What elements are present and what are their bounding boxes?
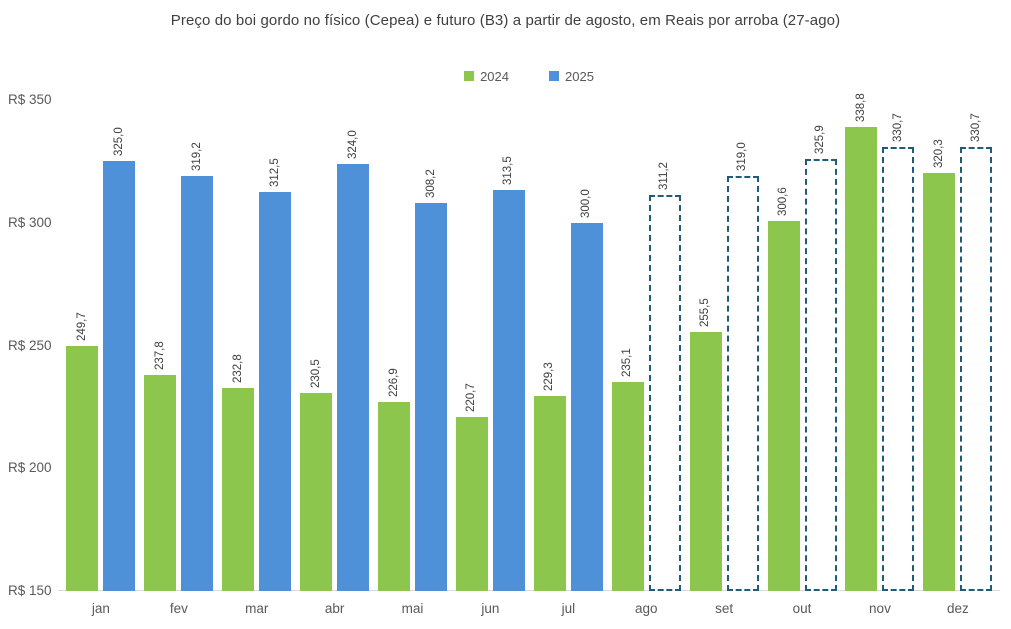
bar-value-label-2024-nov: 338,8 (854, 93, 867, 123)
y-tick-250: R$ 250 (8, 337, 52, 353)
y-tick-200: R$ 200 (8, 460, 52, 476)
bar-2024-mar (222, 387, 255, 591)
legend-label-2025: 2025 (565, 68, 594, 84)
legend-swatch-2024 (464, 71, 475, 81)
legend-item-2024: 2024 (464, 69, 509, 84)
bar-2024-out (767, 221, 800, 591)
bar-2025-mar (259, 192, 292, 591)
legend-label-2024: 2024 (480, 68, 509, 84)
bar-value-label-2024-dez: 320,3 (932, 139, 945, 168)
x-tick-set: set (715, 601, 734, 616)
bar-2025-nov-forecast (882, 147, 915, 591)
bar-2024-nov (845, 127, 878, 591)
chart-legend: 2024 2025 (62, 68, 996, 84)
bar-2025-dez-forecast (960, 147, 993, 591)
bar-2025-jul (570, 222, 603, 591)
bar-value-label-2024-mar: 232,8 (231, 353, 244, 383)
bar-value-label-2024-abr: 230,5 (309, 359, 322, 389)
chart-title: Preço do boi gordo no físico (Cepea) e f… (170, 12, 841, 29)
x-tick-dez: dez (946, 601, 969, 616)
x-tick-abr: abr (324, 601, 345, 616)
bar-2024-dez (923, 172, 956, 591)
bar-2024-set (689, 331, 722, 591)
bar-2024-jul (533, 396, 566, 591)
bar-2025-set-forecast (726, 176, 759, 591)
bar-value-label-2024-ago: 235,1 (621, 348, 634, 378)
bar-value-label-2025-nov: 330,7 (891, 113, 904, 143)
bar-value-label-2024-out: 300,6 (777, 187, 790, 217)
x-tick-nov: nov (869, 601, 891, 616)
bar-2025-abr (337, 163, 370, 591)
bar-value-label-2025-jul: 300,0 (580, 188, 593, 218)
legend-item-2025: 2025 (549, 69, 594, 84)
bar-2024-fev (144, 375, 177, 591)
x-tick-jun: jun (481, 601, 500, 616)
x-tick-mar: mar (245, 601, 269, 616)
bar-value-label-2024-jul: 229,3 (543, 362, 556, 392)
bar-2024-jun (455, 417, 488, 591)
bar-value-label-2025-jan: 325,0 (112, 127, 125, 157)
x-tick-fev: fev (169, 601, 188, 616)
x-tick-out: out (792, 601, 812, 616)
bar-value-label-2025-abr: 324,0 (346, 130, 359, 159)
legend-swatch-2025 (549, 71, 559, 81)
bar-2025-out-forecast (804, 159, 837, 591)
bar-2025-jun (492, 189, 525, 591)
bar-2024-ago (611, 382, 644, 591)
y-tick-150: R$ 150 (8, 583, 52, 598)
bar-2025-fev (181, 175, 214, 591)
x-tick-mai: mai (401, 601, 424, 616)
bar-value-label-2024-jun: 220,7 (465, 383, 478, 413)
bar-value-label-2025-set: 319,0 (736, 142, 749, 172)
bar-2025-ago-forecast (648, 195, 681, 591)
bar-value-label-2025-mar: 312,5 (268, 158, 281, 188)
bar-value-label-2025-fev: 319,2 (190, 141, 203, 171)
bar-value-label-2025-ago: 311,2 (658, 162, 671, 191)
x-tick-ago: ago (634, 601, 658, 616)
bar-value-label-2025-out: 325,9 (814, 125, 827, 155)
y-tick-300: R$ 300 (8, 214, 52, 230)
bar-value-label-2024-set: 255,5 (699, 298, 712, 327)
bar-value-label-2025-jun: 313,5 (502, 155, 515, 185)
bar-2025-mai (415, 202, 448, 591)
x-axis-line (58, 590, 1000, 591)
bar-value-label-2024-jan: 249,7 (75, 312, 88, 342)
bar-value-label-2024-mai: 226,9 (387, 368, 400, 398)
y-tick-350: R$ 350 (8, 92, 52, 107)
x-tick-jul: jul (561, 601, 576, 616)
bar-value-label-2025-mai: 308,2 (424, 168, 437, 198)
bar-value-label-2024-fev: 237,8 (153, 341, 166, 371)
bar-2024-jan (66, 346, 99, 591)
x-tick-jan: jan (91, 601, 110, 616)
bar-2024-abr (300, 393, 333, 591)
bar-2024-mai (378, 402, 411, 591)
bar-value-label-2025-dez: 330,7 (969, 113, 982, 143)
bar-2025-jan (103, 161, 136, 591)
